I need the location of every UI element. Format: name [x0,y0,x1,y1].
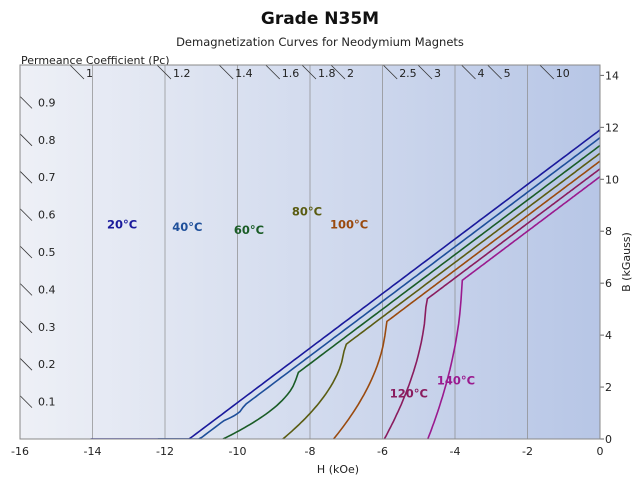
permeance-top-label: 2.5 [399,67,417,80]
x-tick-label: -8 [305,445,316,458]
y-tick-label: 10 [605,173,619,186]
permeance-top-tick [156,64,172,80]
curve-label-80c: 80°C [292,205,322,219]
demag-curves [90,129,600,439]
demag-curve-100c [332,160,600,439]
permeance-left-label: 0.9 [38,96,56,109]
curve-label-140c: 140°C [437,373,475,387]
demag-curve-40c [157,137,600,439]
x-tick-label: -6 [377,445,388,458]
permeance-top-tick [330,64,346,80]
demag-curve-60c [222,144,600,439]
y-tick-label: 4 [605,329,612,342]
y-axis-label: B (kGauss) [620,232,633,292]
y-tick-label: 6 [605,277,612,290]
permeance-left-label: 0.1 [38,396,56,409]
permeance-top-label: 1.4 [235,67,253,80]
permeance-top-tick [539,64,555,80]
curve-label-20c: 20°C [107,218,137,232]
x-tick-label: -16 [11,445,29,458]
demag-curve-80c [282,152,600,439]
permeance-top-tick [461,64,476,80]
demag-curve-120c [383,168,600,439]
x-tick-label: -10 [229,445,247,458]
permeance-top-tick [487,64,502,80]
curve-label-60c: 60°C [234,223,264,237]
permeance-left-tick [19,133,33,147]
permeance-left-label: 0.2 [38,358,56,371]
demag-curve-20c [90,129,600,439]
permeance-top-label: 1 [86,67,93,80]
x-tick-label: -2 [522,445,533,458]
chart-subtitle: Demagnetization Curves for Neodymium Mag… [176,35,464,49]
permeance-top-label: 3 [434,67,441,80]
permeance-top-tick [265,64,281,80]
y-tick-label: 14 [605,69,619,82]
permeance-top-tick [382,64,398,80]
y-tick-label: 0 [605,433,612,446]
x-tick-label: -4 [450,445,461,458]
curve-label-40c: 40°C [172,220,202,234]
demag-curve-140c [427,176,600,439]
permeance-left-tick [19,283,33,296]
permeance-left-label: 0.8 [38,134,56,147]
permeance-top-tick [69,64,85,80]
y-tick-label: 12 [605,121,619,134]
permeance-left-tick [19,245,33,259]
permeance-axis-title: Permeance Coefficient (Pc) [21,54,170,67]
permeance-left-tick [19,357,33,371]
x-axis-label: H (kOe) [317,463,359,476]
permeance-top-label: 5 [504,67,511,80]
permeance-top-tick [218,64,234,80]
permeance-top-tick [417,64,433,80]
permeance-left-label: 0.5 [38,246,56,259]
permeance-left-tick [19,395,33,408]
curve-labels: 20°C 40°C 60°C 80°C 100°C 120°C 140°C [107,205,475,401]
x-tick-label: 0 [597,445,604,458]
chart-title: Grade N35M [261,9,379,29]
permeance-left-tick [19,208,33,221]
permeance-left-label: 0.6 [38,209,56,222]
permeance-left-label: 0.3 [38,321,56,334]
permeance-top-label: 1.8 [318,67,336,80]
x-tick-label: -12 [156,445,174,458]
permeance-top-tick [301,64,317,80]
permeance-top-label: 1.2 [173,67,191,80]
y-tick-label: 8 [605,225,612,238]
permeance-top-label: 4 [478,67,485,80]
permeance-top-label: 1.6 [282,67,300,80]
tick-labels: -16 -14 -12 -10 -8 -6 -4 -2 0024681012140.10.20.… [11,67,619,458]
curve-label-120c: 120°C [390,386,428,400]
permeance-top-label: 2 [347,67,354,80]
permeance-left-tick [19,170,33,184]
permeance-left-label: 0.4 [38,283,56,296]
permeance-top-label: 10 [556,67,570,80]
plot-border [19,64,601,440]
curve-label-100c: 100°C [330,218,368,232]
y-tick-label: 2 [605,381,612,394]
permeance-left-tick [19,96,33,109]
permeance-left-tick [19,320,33,334]
x-tick-label: -14 [84,445,102,458]
permeance-left-label: 0.7 [38,171,56,184]
